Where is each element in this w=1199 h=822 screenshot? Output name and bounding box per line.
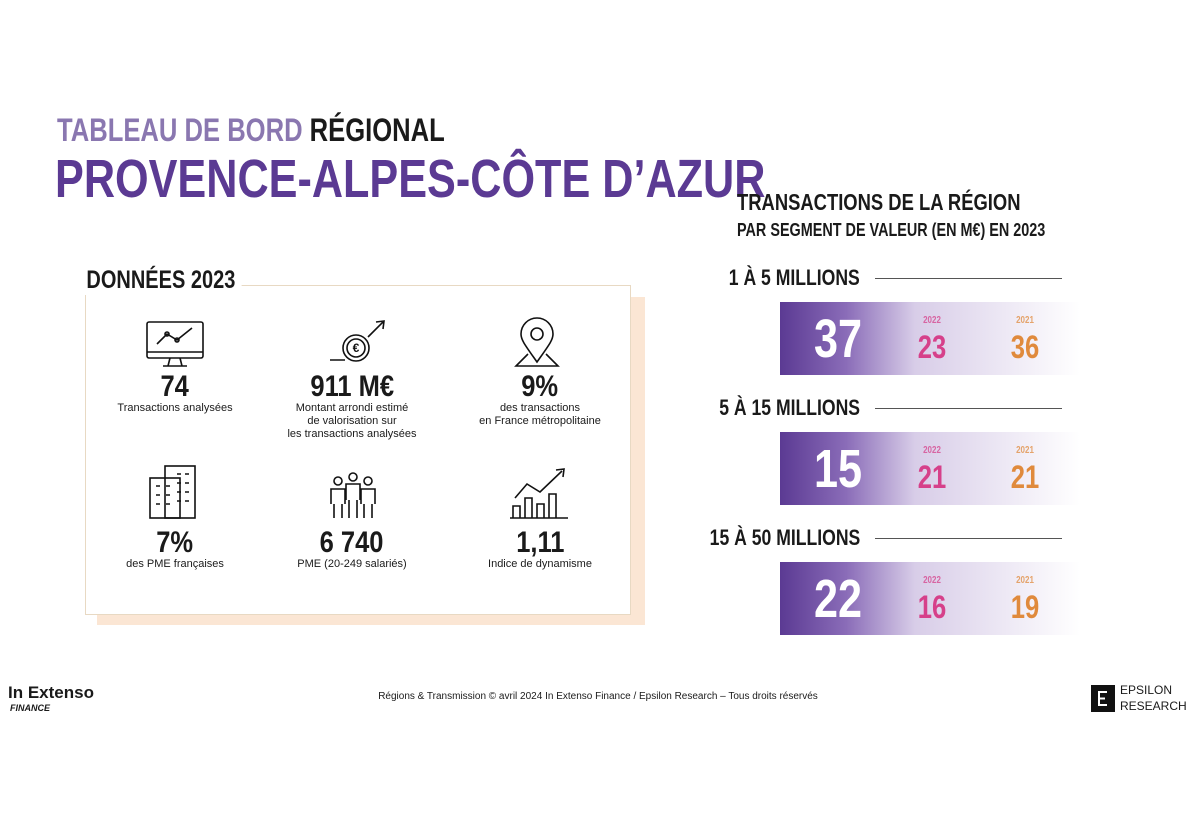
segment-label: 15 À 50 MILLIONS — [709, 525, 860, 550]
building-icon — [149, 465, 196, 519]
segment-rule — [875, 538, 1062, 539]
kpi-label: de valorisation sur — [307, 415, 397, 427]
kpi-label: PME (20-249 salariés) — [297, 558, 407, 570]
copyright: Régions & Transmission © avril 2024 In E… — [378, 691, 818, 702]
kpi-value: 74 — [75, 372, 275, 402]
kpi-label: des transactions — [499, 402, 581, 414]
monitor-icon — [146, 321, 204, 367]
kpi-value-text: 911 M€ — [310, 370, 394, 403]
history-value: 21 — [917, 459, 947, 495]
kpi-value-text: 7% — [156, 526, 194, 559]
growth-icon — [510, 468, 568, 519]
segment-band — [780, 432, 1080, 505]
history-year: 2022 — [923, 315, 941, 326]
dashboard-title: TABLEAU DE BORD RÉGIONAL — [57, 112, 445, 149]
history-value: 36 — [1010, 329, 1040, 365]
history-year: 2022 — [923, 575, 941, 586]
history-value: 23 — [917, 329, 947, 365]
kpi-value-text: 9% — [521, 370, 559, 403]
title-lead: TABLEAU DE BORD — [57, 112, 303, 148]
panel-title: DONNÉES 2023 — [80, 266, 242, 295]
history-value: 21 — [1010, 459, 1040, 495]
history-year: 2021 — [1016, 445, 1034, 456]
kpi-value: 1,11 — [440, 528, 640, 558]
kpi-label: les transactions analysées — [287, 428, 417, 440]
title-tail: RÉGIONAL — [309, 112, 445, 148]
segment-value: 22 — [813, 569, 863, 629]
kpi-value: 9% — [440, 372, 640, 402]
history-value: 16 — [917, 589, 947, 625]
kpi-value-text: 74 — [160, 370, 190, 403]
kpi-value: 6 740 — [252, 528, 452, 558]
kpi: 911 M€ Montant arrondi estimé de valorisat… — [252, 372, 452, 441]
kpi-value: 911 M€ — [252, 372, 452, 402]
kpi-label: des PME françaises — [126, 558, 224, 570]
kpi: 9% des transactions en France métropolitai… — [440, 372, 640, 428]
people-icon — [330, 472, 376, 518]
brand: In Extenso — [8, 683, 94, 702]
history-year: 2021 — [1016, 315, 1034, 326]
svg-text:€: € — [353, 341, 360, 355]
segment-label: 1 À 5 MILLIONS — [728, 265, 860, 290]
kpi-label: Transactions analysées — [117, 402, 233, 414]
kpi-value: 7% — [75, 528, 275, 558]
segment-rule — [875, 408, 1062, 409]
kpi-label: Indice de dynamisme — [488, 558, 592, 570]
history-value: 19 — [1010, 589, 1040, 625]
kpi: 1,11 Indice de dynamisme — [440, 528, 640, 571]
region-title: PROVENCE-ALPES-CÔTE D’AZUR — [55, 149, 766, 209]
euro-icon: € — [330, 320, 385, 362]
transactions-subtitle: PAR SEGMENT DE VALEUR (EN M€) EN 2023 — [737, 220, 1046, 240]
partner-logo — [1091, 685, 1115, 712]
segment-rule — [875, 278, 1062, 279]
segment-band — [780, 562, 1080, 635]
kpi-value-text: 1,11 — [515, 526, 565, 559]
brand-sub: FINANCE — [10, 703, 50, 713]
segment-band — [780, 302, 1080, 375]
pin-icon — [514, 317, 560, 367]
partner-name: EPSILON — [1120, 683, 1173, 697]
kpi-label: en France métropolitaine — [479, 415, 601, 427]
kpi: 7% des PME françaises — [75, 528, 275, 571]
history-year: 2022 — [923, 445, 941, 456]
segment-value: 37 — [813, 309, 863, 369]
segment-value: 15 — [813, 439, 863, 499]
transactions-title: TRANSACTIONS DE LA RÉGION — [737, 189, 1021, 215]
kpi-label: Montant arrondi estimé — [295, 402, 409, 414]
history-year: 2021 — [1016, 575, 1034, 586]
segment-label: 5 À 15 MILLIONS — [719, 395, 860, 420]
kpi-value-text: 6 740 — [320, 526, 384, 559]
kpi: 74 Transactions analysées — [75, 372, 275, 415]
kpi: 6 740 PME (20-249 salariés) — [252, 528, 452, 571]
partner-name: RESEARCH — [1120, 699, 1187, 713]
